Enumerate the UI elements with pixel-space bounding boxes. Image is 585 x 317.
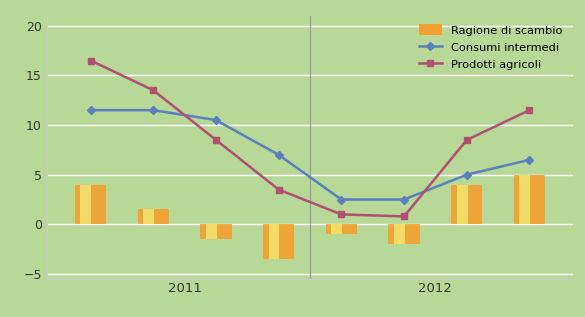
Consumi intermedi: [463, 173, 470, 177]
Bar: [456, 184, 467, 224]
Prodotti agricoli: [212, 138, 219, 142]
Bar: [451, 184, 483, 224]
Bar: [263, 224, 294, 259]
Bar: [81, 184, 91, 224]
Prodotti agricoli: [401, 215, 408, 218]
Legend: Ragione di scambio, Consumi intermedi, Prodotti agricoli: Ragione di scambio, Consumi intermedi, P…: [419, 24, 562, 69]
Consumi intermedi: [212, 118, 219, 122]
Consumi intermedi: [338, 197, 345, 201]
Bar: [331, 224, 342, 234]
Prodotti agricoli: [526, 108, 533, 112]
Bar: [143, 210, 154, 224]
Bar: [206, 224, 217, 239]
Prodotti agricoli: [150, 88, 157, 92]
Consumi intermedi: [150, 108, 157, 112]
Text: 2011: 2011: [168, 282, 202, 295]
Consumi intermedi: [401, 197, 408, 201]
Bar: [519, 175, 530, 224]
Bar: [394, 224, 405, 244]
Consumi intermedi: [87, 108, 94, 112]
Text: 2012: 2012: [418, 282, 452, 295]
Consumi intermedi: [275, 153, 282, 157]
Bar: [75, 184, 106, 224]
Bar: [269, 224, 280, 259]
Prodotti agricoli: [275, 188, 282, 191]
Bar: [137, 210, 169, 224]
Line: Consumi intermedi: Consumi intermedi: [88, 107, 532, 203]
Bar: [326, 224, 357, 234]
Prodotti agricoli: [338, 212, 345, 216]
Line: Prodotti agricoli: Prodotti agricoli: [88, 57, 532, 220]
Consumi intermedi: [526, 158, 533, 162]
Bar: [200, 224, 232, 239]
Prodotti agricoli: [463, 138, 470, 142]
Bar: [514, 175, 545, 224]
Bar: [388, 224, 420, 244]
Prodotti agricoli: [87, 59, 94, 62]
